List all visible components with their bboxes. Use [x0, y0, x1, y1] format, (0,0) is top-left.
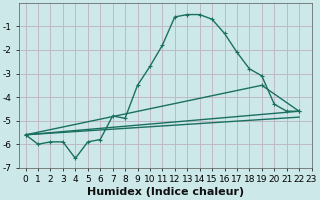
X-axis label: Humidex (Indice chaleur): Humidex (Indice chaleur) [87, 187, 244, 197]
